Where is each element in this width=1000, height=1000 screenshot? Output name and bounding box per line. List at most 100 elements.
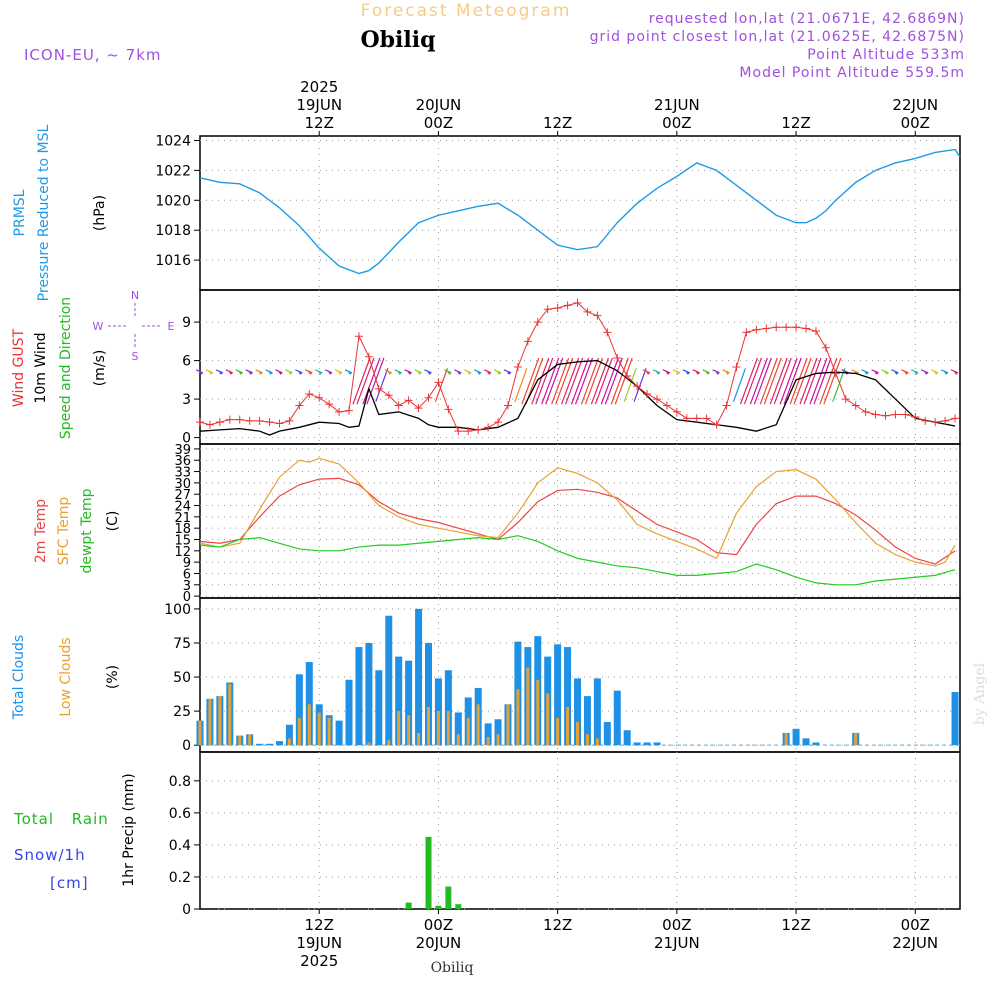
total-clouds-bar (275, 741, 283, 746)
gust-point (841, 395, 850, 404)
wind-arrow (832, 368, 846, 402)
wind-arrow (205, 369, 214, 374)
low-clouds-bar (576, 722, 580, 746)
wind-arrow (454, 369, 462, 374)
wind-arrow (881, 369, 889, 374)
total-clouds-bar (335, 720, 343, 746)
wind-arrow (891, 369, 899, 374)
gust-point (921, 416, 930, 425)
wind-arrow (682, 369, 691, 374)
model-altitude: Model Point Altitude 559.5m (739, 65, 965, 81)
dewpt-line (199, 535, 956, 586)
snow-unit-label: [cm] (50, 874, 89, 892)
low-clouds-bar (417, 732, 421, 746)
total-clouds-bar (444, 670, 452, 746)
wind-arrow (901, 369, 909, 374)
bottom-time-label: 2025 (300, 952, 338, 970)
compass-n: N (131, 289, 139, 302)
wind-arrow-head (298, 371, 303, 375)
low-clouds-bar (426, 707, 430, 746)
gust-point (295, 401, 304, 410)
wind-arrow (531, 357, 550, 405)
gust-point (871, 410, 880, 419)
precip-ylabel: 1hr Precip (mm) (121, 773, 137, 886)
gust-point (951, 414, 960, 423)
low-clouds-bar (198, 720, 202, 746)
compass-s: S (132, 350, 139, 363)
total-clouds-bar (375, 670, 383, 746)
wind-arrow (614, 357, 633, 405)
wind-arrow-head (387, 371, 392, 375)
low-clouds-bar (496, 734, 500, 746)
gust-point (702, 414, 711, 423)
gust-point (335, 407, 344, 416)
wind-speed-line (199, 359, 956, 436)
pressure-ylabel: (hPa) (92, 195, 108, 231)
wind-arrow (334, 369, 343, 374)
wind-arrow (305, 369, 313, 374)
wind-arrow-head (715, 371, 720, 375)
wind-arrow-head (457, 371, 462, 375)
gust-point (364, 352, 373, 361)
low-clouds-bar (307, 704, 311, 746)
temp-ylabel: (C) (105, 511, 121, 532)
sfc-temp-line (199, 457, 956, 567)
meteogram-subtitle: Forecast Meteogram (361, 1, 572, 21)
wind-arrow (473, 369, 482, 374)
bottom-time-label: 00Z (424, 916, 453, 934)
wind-arrow-head (864, 371, 869, 375)
bottom-time-label: 12Z (781, 916, 810, 934)
gust-point (533, 318, 542, 327)
wind-arrow-head (497, 371, 502, 375)
gust-point (792, 323, 801, 332)
wind-arrow (352, 357, 371, 405)
wind-arrow (535, 357, 554, 405)
wind-arrow-head (685, 371, 690, 375)
total-clouds-bar (355, 647, 363, 746)
low-clouds-bar (228, 683, 232, 746)
model-label: ICON-EU, ~ 7km (24, 46, 162, 64)
low-clouds-bar (317, 712, 321, 746)
wind-arrow (414, 369, 422, 374)
wind-arrow (565, 357, 584, 405)
gust-point (732, 363, 741, 371)
gust-point (543, 305, 552, 314)
total-clouds-bar (415, 608, 423, 746)
gust-point (235, 415, 244, 424)
gust-point (345, 406, 354, 415)
wind-arrow (594, 357, 613, 405)
wind-arrow (555, 357, 574, 405)
wind-arrow (940, 369, 949, 374)
total-clouds-bar (633, 742, 641, 746)
wind-arrow (444, 369, 452, 374)
wind-arrow (823, 357, 842, 405)
wind-arrow (394, 369, 402, 374)
wind-arrow-head (954, 371, 959, 375)
gust-point (831, 369, 840, 378)
gust-point (196, 418, 204, 427)
wind-arrow (749, 357, 768, 405)
gust-point (583, 307, 592, 316)
wind-arrow (930, 369, 939, 374)
bottom-time-label: 20JUN (416, 934, 462, 952)
low-clouds-bar (526, 667, 530, 746)
wind-arrow (285, 369, 293, 374)
clouds-ytick-label: 25 (173, 704, 191, 720)
top-time-label: 00Z (662, 114, 691, 132)
gust-point (394, 401, 403, 410)
wind-arrow-head (308, 371, 313, 375)
wind-arrow-head (924, 371, 929, 375)
wind-arrow (195, 369, 204, 374)
pressure-ytick-label: 1018 (155, 223, 191, 239)
wind-arrow (712, 369, 720, 374)
low-clouds-bar (436, 711, 440, 746)
pressure-line (199, 148, 961, 275)
low-clouds-bar (585, 734, 589, 746)
gust-point (523, 337, 532, 346)
top-time-label: 21JUN (654, 96, 700, 114)
temperature-ytick-label: 33 (174, 466, 191, 481)
wind-arrow (574, 357, 594, 405)
low-clouds-bar (566, 707, 570, 746)
low-clouds-bar (784, 732, 788, 746)
